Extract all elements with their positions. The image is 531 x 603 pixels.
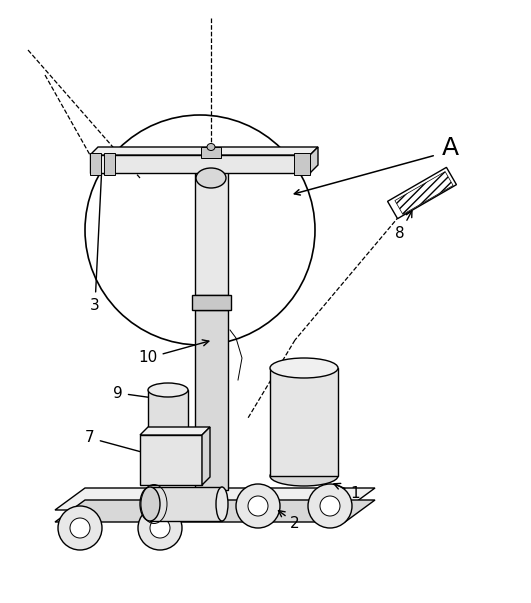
Ellipse shape xyxy=(196,168,226,188)
Ellipse shape xyxy=(70,518,90,538)
Polygon shape xyxy=(310,147,318,173)
Text: 2: 2 xyxy=(278,511,300,531)
Polygon shape xyxy=(148,390,188,438)
Ellipse shape xyxy=(58,506,102,550)
Ellipse shape xyxy=(308,484,352,528)
Ellipse shape xyxy=(216,487,228,521)
Polygon shape xyxy=(192,295,231,310)
Polygon shape xyxy=(90,155,310,173)
Polygon shape xyxy=(55,500,375,522)
Text: 7: 7 xyxy=(85,431,167,460)
Polygon shape xyxy=(270,368,338,476)
Polygon shape xyxy=(55,488,375,510)
Polygon shape xyxy=(202,427,210,485)
Ellipse shape xyxy=(248,496,268,516)
Polygon shape xyxy=(195,165,228,295)
Ellipse shape xyxy=(194,160,227,170)
Text: A: A xyxy=(441,136,459,160)
Ellipse shape xyxy=(148,383,188,397)
Text: 8: 8 xyxy=(395,211,412,241)
Polygon shape xyxy=(294,153,310,175)
Ellipse shape xyxy=(140,487,160,521)
Ellipse shape xyxy=(270,358,338,378)
Polygon shape xyxy=(90,153,101,175)
Polygon shape xyxy=(195,310,228,490)
Text: 10: 10 xyxy=(139,340,209,365)
Text: 9: 9 xyxy=(113,385,164,402)
Polygon shape xyxy=(90,147,318,155)
Polygon shape xyxy=(388,168,457,219)
Ellipse shape xyxy=(270,466,338,486)
Ellipse shape xyxy=(148,431,188,445)
Text: 3: 3 xyxy=(90,168,105,312)
Polygon shape xyxy=(104,153,115,175)
Polygon shape xyxy=(140,435,202,485)
Polygon shape xyxy=(150,487,222,521)
Ellipse shape xyxy=(150,518,170,538)
Ellipse shape xyxy=(207,144,215,151)
Polygon shape xyxy=(201,147,221,158)
Ellipse shape xyxy=(236,484,280,528)
Polygon shape xyxy=(140,427,210,435)
Ellipse shape xyxy=(320,496,340,516)
Ellipse shape xyxy=(138,506,182,550)
Text: 1: 1 xyxy=(334,484,360,500)
